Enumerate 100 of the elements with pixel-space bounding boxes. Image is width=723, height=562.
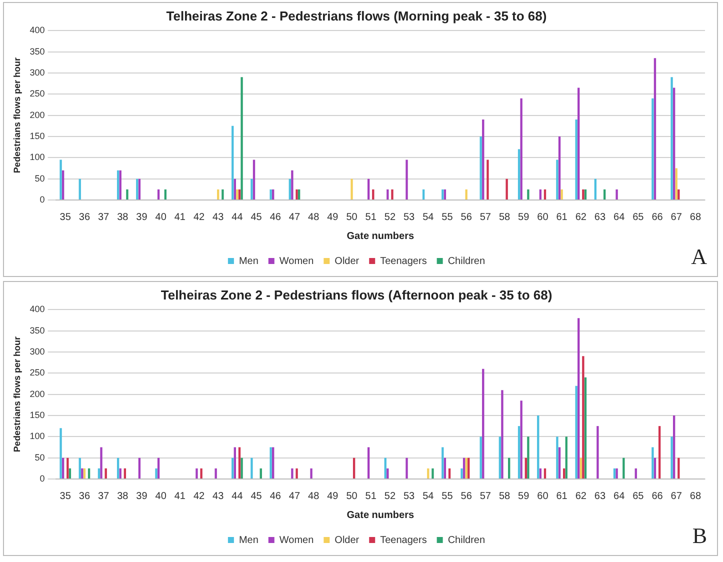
bar [372, 189, 374, 200]
bar [678, 458, 680, 478]
bar [296, 468, 298, 478]
x-tick-label: 63 [594, 212, 606, 223]
x-tick-label: 62 [575, 490, 587, 502]
y-tick-label: 50 [34, 173, 45, 184]
bar [498, 436, 502, 478]
x-tick-label: 57 [480, 212, 492, 223]
bar [506, 178, 508, 200]
y-tick-label: 100 [30, 431, 45, 442]
x-tick-label: 44 [232, 212, 244, 223]
bar [444, 458, 446, 478]
bar [539, 189, 542, 200]
x-tick-label: 36 [78, 490, 90, 502]
y-tick-label: 50 [34, 452, 45, 462]
legend-label: Children [448, 534, 486, 546]
legend-label: Teenagers [380, 534, 427, 546]
y-tick-label: 200 [30, 110, 45, 120]
bar [544, 468, 546, 478]
bar [200, 468, 202, 478]
y-axis-title: Pedestrians flows per hour [12, 57, 22, 174]
y-tick-label: 100 [30, 152, 45, 162]
bar [214, 468, 217, 478]
legend-label: Women [279, 256, 314, 267]
bar [584, 377, 587, 478]
bar [234, 447, 236, 478]
bar [391, 189, 394, 200]
bar [584, 189, 587, 200]
bar [670, 77, 673, 200]
x-tick-label: 54 [422, 212, 434, 223]
bar [60, 428, 62, 478]
bar [652, 447, 654, 478]
x-tick-label: 42 [193, 212, 206, 223]
bar [270, 189, 272, 200]
x-tick-label: 46 [270, 212, 282, 223]
bar [98, 468, 100, 478]
bar [83, 468, 86, 478]
bar [252, 160, 256, 200]
x-tick-label: 39 [136, 212, 148, 223]
x-tick-label: 50 [346, 212, 358, 223]
bar [288, 178, 291, 200]
bar [578, 318, 580, 478]
bar [444, 189, 446, 200]
bar [582, 189, 584, 200]
y-tick-label: 350 [30, 325, 45, 336]
bar [157, 189, 160, 200]
x-tick-label: 45 [250, 212, 262, 223]
bar [596, 426, 599, 478]
x-tick-label: 60 [537, 490, 549, 502]
bar [296, 189, 298, 200]
x-tick-label: 44 [232, 490, 244, 502]
bar [480, 436, 482, 478]
y-axis-title: Pedestrians flows per hour [12, 336, 22, 452]
y-tick-label: 400 [30, 304, 45, 314]
bar [272, 189, 274, 200]
bar [442, 189, 444, 200]
bar [232, 458, 234, 478]
chart-title: Telheiras Zone 2 - Pedestrians flows (Morning peak - 35 to 68) [166, 8, 547, 24]
bar [563, 468, 566, 478]
bar [350, 178, 353, 200]
x-tick-label: 43 [212, 212, 224, 223]
bar [558, 447, 561, 478]
bar [654, 58, 656, 200]
x-tick-label: 39 [136, 490, 148, 502]
bar [520, 98, 522, 200]
x-tick-label: 41 [174, 212, 186, 223]
bar [678, 189, 680, 200]
x-axis-title: Gate numbers [346, 230, 414, 242]
bar [603, 189, 606, 200]
x-tick-label: 48 [308, 212, 320, 223]
bar [634, 468, 637, 478]
bar [527, 189, 530, 200]
bar [465, 189, 468, 200]
bar [460, 468, 463, 478]
x-tick-label: 57 [480, 490, 492, 502]
bar [124, 468, 126, 478]
x-tick-label: 65 [632, 212, 644, 223]
bar [157, 458, 160, 478]
bar [88, 468, 90, 478]
bar [422, 189, 425, 200]
legend-label: Older [334, 256, 360, 267]
x-tick-label: 56 [460, 212, 472, 223]
bar [558, 136, 561, 200]
bar [291, 170, 294, 200]
x-tick-label: 41 [174, 490, 186, 502]
x-tick-label: 64 [614, 490, 626, 502]
x-tick-label: 59 [518, 212, 530, 223]
bar [427, 468, 430, 478]
legend-label: Women [279, 534, 314, 546]
bar [272, 447, 274, 478]
y-tick-label: 0 [40, 194, 45, 204]
bar [232, 126, 234, 200]
y-tick-label: 150 [30, 130, 45, 141]
x-tick-label: 62 [575, 212, 587, 223]
text: B [692, 523, 707, 549]
bar [658, 426, 661, 478]
bar [622, 458, 625, 478]
x-tick-label: 37 [98, 212, 110, 223]
bar [465, 458, 468, 478]
bar [575, 120, 578, 200]
